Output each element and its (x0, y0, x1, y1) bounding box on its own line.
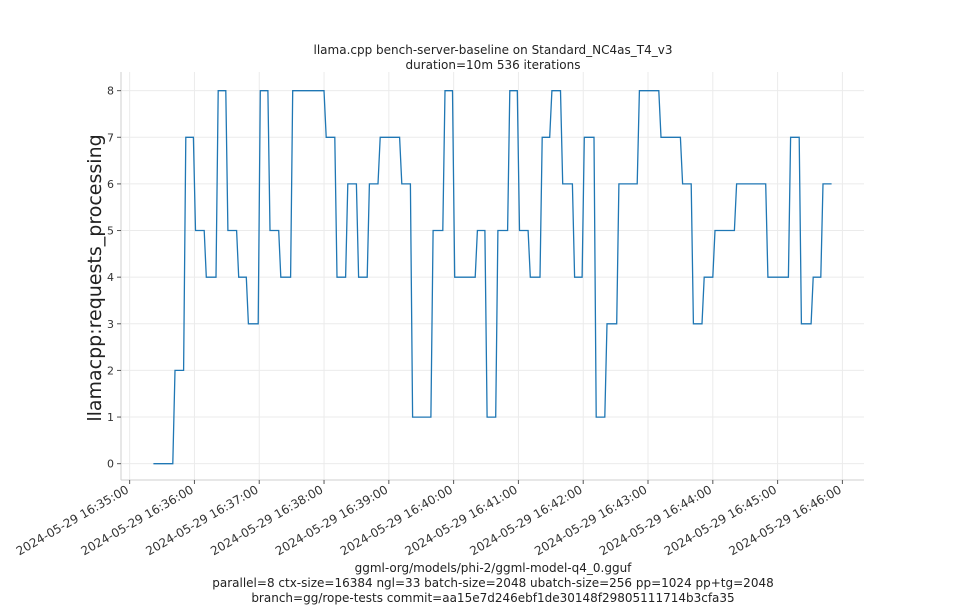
x-tick-label: 2024-05-29 16:37:00 (143, 482, 260, 558)
footer-model: ggml-org/models/phi-2/ggml-model-q4_0.gg… (354, 561, 632, 575)
axes (120, 72, 864, 481)
y-axis: 0 1 2 3 4 5 6 7 8 (107, 85, 121, 471)
x-tick-label: 2024-05-29 16:36:00 (79, 482, 196, 558)
x-tick-label: 2024-05-29 16:35:00 (14, 482, 131, 558)
y-tick-label: 8 (107, 85, 114, 98)
x-tick-label: 2024-05-29 16:43:00 (532, 482, 649, 558)
x-tick-label: 2024-05-29 16:42:00 (467, 482, 584, 558)
x-tick-label: 2024-05-29 16:41:00 (403, 482, 520, 558)
y-tick-label: 1 (107, 411, 114, 424)
series-line (153, 90, 832, 465)
y-tick-label: 7 (107, 131, 114, 144)
y-tick-label: 3 (107, 318, 114, 331)
y-tick-label: 5 (107, 225, 114, 238)
chart-title: llama.cpp bench-server-baseline on Stand… (313, 43, 673, 57)
y-tick-label: 2 (107, 364, 114, 377)
x-tick-label: 2024-05-29 16:44:00 (597, 482, 714, 558)
x-tick-label: 2024-05-29 16:39:00 (273, 482, 390, 558)
footer-commit: branch=gg/rope-tests commit=aa15e7d246eb… (251, 591, 735, 605)
series (153, 90, 832, 465)
x-tick-label: 2024-05-29 16:38:00 (208, 482, 325, 558)
footer-params: parallel=8 ctx-size=16384 ngl=33 batch-s… (212, 576, 774, 590)
y-tick-label: 0 (107, 458, 114, 471)
x-tick-label: 2024-05-29 16:46:00 (727, 482, 844, 558)
x-tick-label: 2024-05-29 16:40:00 (338, 482, 455, 558)
grid (121, 72, 864, 480)
x-tick-label: 2024-05-29 16:45:00 (662, 482, 779, 558)
y-tick-label: 6 (107, 178, 114, 191)
y-tick-label: 4 (107, 271, 114, 284)
chart-subtitle: duration=10m 536 iterations (405, 58, 581, 72)
